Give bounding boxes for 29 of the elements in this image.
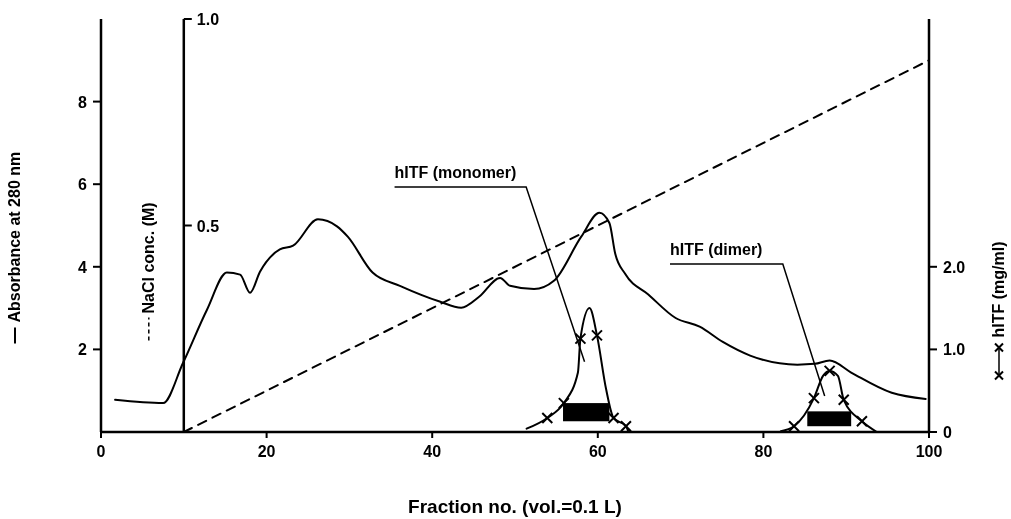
point xyxy=(541,411,554,424)
point xyxy=(807,392,820,405)
y2-tick-label: 0.5 xyxy=(196,217,220,235)
x-tick-label: 60 xyxy=(588,443,607,460)
y-tick-label: 6 xyxy=(78,176,88,194)
y-tick-label: 4 xyxy=(78,258,88,276)
x-tick-label: 100 xyxy=(915,443,943,460)
y-axis-title: Absorbance at 280 nm xyxy=(6,151,23,323)
point xyxy=(823,364,836,377)
point xyxy=(590,329,603,342)
y-tick-label: 8 xyxy=(78,93,88,111)
x-tick-label: 40 xyxy=(423,443,442,460)
point xyxy=(837,393,850,406)
x-tick-label: 20 xyxy=(257,443,276,460)
y3-axis-title: hITF (mg/ml) xyxy=(990,241,1007,338)
y2-axis-title: NaCl conc. (M) xyxy=(139,202,157,314)
y3-tick-label: 2.0 xyxy=(943,258,966,276)
y3-tick-label: 0 xyxy=(943,424,952,441)
x-tick-label: 80 xyxy=(754,443,773,460)
y-tick-label: 2 xyxy=(78,341,88,359)
x-axis-title: Fraction no. (vol.=0.1 L) xyxy=(408,496,622,517)
y2-tick-label: 1.0 xyxy=(196,11,220,28)
point xyxy=(855,415,868,428)
annotation: hITF (dimer) xyxy=(670,241,763,258)
point xyxy=(607,411,620,424)
y3-tick-label: 1.0 xyxy=(943,341,966,359)
point xyxy=(574,332,587,345)
x-tick-label: 0 xyxy=(96,443,106,460)
annotation: hITF (monomer) xyxy=(394,164,517,181)
